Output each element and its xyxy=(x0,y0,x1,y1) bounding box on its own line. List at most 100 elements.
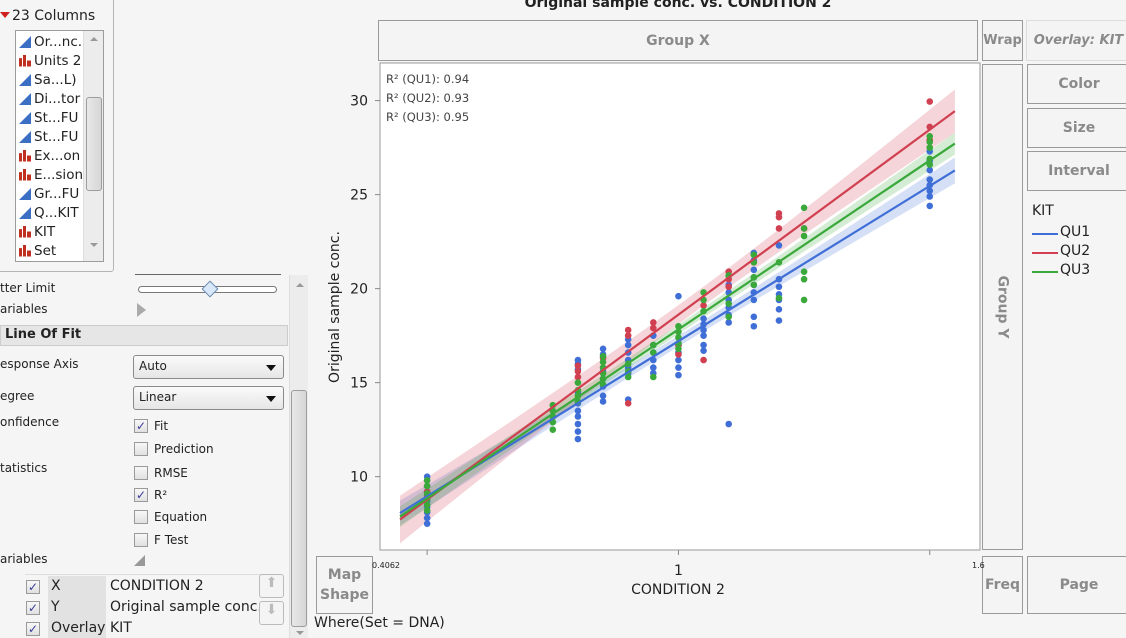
column-item[interactable]: Q...KIT xyxy=(19,203,79,222)
QU1-point[interactable] xyxy=(574,413,582,420)
QU2-point[interactable] xyxy=(650,319,657,326)
scroll-up-icon[interactable] xyxy=(296,283,304,287)
column-item[interactable]: Sa...L) xyxy=(19,70,77,89)
QU3-point[interactable] xyxy=(423,477,431,484)
QU2-point[interactable] xyxy=(624,326,632,334)
QU1-point[interactable] xyxy=(700,332,707,339)
move-up-button[interactable]: ⬆ xyxy=(259,574,284,598)
QU2-point[interactable] xyxy=(700,356,707,364)
column-item[interactable]: Ex...on xyxy=(19,146,80,165)
QU3-point[interactable] xyxy=(650,349,657,356)
QU1-point[interactable] xyxy=(775,242,783,249)
QU3-point[interactable] xyxy=(800,232,808,240)
page-zone[interactable]: Page xyxy=(1027,556,1126,614)
response-axis-select[interactable]: Auto xyxy=(133,355,284,379)
checkbox-equation[interactable] xyxy=(134,510,148,524)
QU1-point[interactable] xyxy=(675,356,682,364)
column-item[interactable]: Di...tor xyxy=(19,89,80,108)
QU1-point[interactable] xyxy=(624,341,632,349)
legend-item[interactable]: QU2 xyxy=(1060,243,1091,259)
QU2-point[interactable] xyxy=(700,302,707,309)
group-x-zone[interactable]: Group X xyxy=(378,20,978,61)
size-zone[interactable]: Size xyxy=(1027,108,1126,148)
checkbox-fit[interactable]: ✓ xyxy=(134,419,148,433)
QU1-point[interactable] xyxy=(926,187,934,195)
overlay-zone[interactable]: Overlay: KIT xyxy=(1026,20,1126,61)
QU1-point[interactable] xyxy=(574,428,582,435)
group-y-zone[interactable]: Group Y xyxy=(982,64,1023,550)
QU3-point[interactable] xyxy=(423,482,431,490)
checkbox-f-test[interactable] xyxy=(134,533,148,547)
QU3-point[interactable] xyxy=(574,379,582,386)
QU1-point[interactable] xyxy=(650,364,657,371)
checkbox-prediction[interactable] xyxy=(134,442,148,456)
QU1-point[interactable] xyxy=(599,398,607,405)
QU3-point[interactable] xyxy=(800,225,808,232)
QU1-point[interactable] xyxy=(700,341,707,349)
QU3-point[interactable] xyxy=(725,313,733,321)
QU3-point[interactable] xyxy=(750,281,758,289)
QU2-point[interactable] xyxy=(574,368,582,375)
QU3-point[interactable] xyxy=(725,300,733,307)
QU3-point[interactable] xyxy=(599,358,607,366)
QU1-point[interactable] xyxy=(574,407,582,415)
QU2-point[interactable] xyxy=(675,351,682,358)
QU1-point[interactable] xyxy=(574,435,582,443)
QU1-point[interactable] xyxy=(675,292,682,300)
QU1-point[interactable] xyxy=(926,193,934,200)
role-checkbox[interactable]: ✓ xyxy=(26,580,40,594)
QU1-point[interactable] xyxy=(750,322,758,330)
QU1-point[interactable] xyxy=(750,296,758,304)
QU2-point[interactable] xyxy=(574,373,582,381)
scroll-down-icon[interactable] xyxy=(296,631,304,635)
QU3-point[interactable] xyxy=(800,296,808,304)
interval-zone[interactable]: Interval xyxy=(1027,151,1126,191)
QU3-point[interactable] xyxy=(423,507,431,514)
QU3-point[interactable] xyxy=(549,426,557,433)
role-checkbox[interactable]: ✓ xyxy=(26,601,40,615)
expand-triangle-icon[interactable] xyxy=(137,303,146,317)
column-item[interactable]: Or...nc. xyxy=(19,32,82,51)
color-zone[interactable]: Color xyxy=(1027,64,1126,104)
QU1-point[interactable] xyxy=(775,283,783,291)
QU1-point[interactable] xyxy=(725,420,733,428)
scroll-thumb[interactable] xyxy=(86,97,102,191)
QU3-point[interactable] xyxy=(750,251,758,259)
role-checkbox[interactable]: ✓ xyxy=(26,622,40,636)
freq-zone[interactable]: Freq xyxy=(982,556,1023,614)
column-item[interactable]: St...FU xyxy=(19,127,78,146)
QU3-point[interactable] xyxy=(599,353,607,360)
checkbox-rmse[interactable] xyxy=(134,466,148,480)
QU2-point[interactable] xyxy=(624,400,632,407)
column-item[interactable]: Gr...FU xyxy=(19,184,79,203)
QU1-point[interactable] xyxy=(775,306,783,313)
QU3-point[interactable] xyxy=(650,373,657,381)
QU3-point[interactable] xyxy=(675,345,682,353)
column-item[interactable]: St...FU xyxy=(19,108,78,127)
QU1-point[interactable] xyxy=(700,315,707,323)
legend-item[interactable]: QU1 xyxy=(1060,224,1091,240)
QU1-point[interactable] xyxy=(700,326,707,334)
QU3-point[interactable] xyxy=(775,294,783,302)
scroll-thumb[interactable] xyxy=(291,390,307,627)
QU3-point[interactable] xyxy=(423,501,431,509)
QU1-point[interactable] xyxy=(423,520,431,527)
QU1-point[interactable] xyxy=(599,345,607,353)
QU3-point[interactable] xyxy=(926,144,934,151)
wrap-zone[interactable]: Wrap xyxy=(982,20,1023,61)
QU3-point[interactable] xyxy=(926,138,934,146)
QU1-point[interactable] xyxy=(750,313,758,321)
QU1-point[interactable] xyxy=(675,371,682,379)
QU1-point[interactable] xyxy=(700,347,707,354)
degree-select[interactable]: Linear xyxy=(133,386,284,410)
columns-list[interactable]: Or...nc. Units 2 Sa...L) Di...tor St...FU St.… xyxy=(15,30,104,262)
QU1-point[interactable] xyxy=(725,319,733,326)
QU3-point[interactable] xyxy=(624,373,632,381)
QU3-point[interactable] xyxy=(926,133,934,140)
QU1-point[interactable] xyxy=(675,364,682,371)
columns-disclosure-icon[interactable] xyxy=(0,12,10,18)
map-shape-zone[interactable]: Map Shape xyxy=(316,556,373,614)
QU2-point[interactable] xyxy=(624,332,632,339)
QU2-point[interactable] xyxy=(574,362,582,370)
QU1-point[interactable] xyxy=(750,266,758,274)
